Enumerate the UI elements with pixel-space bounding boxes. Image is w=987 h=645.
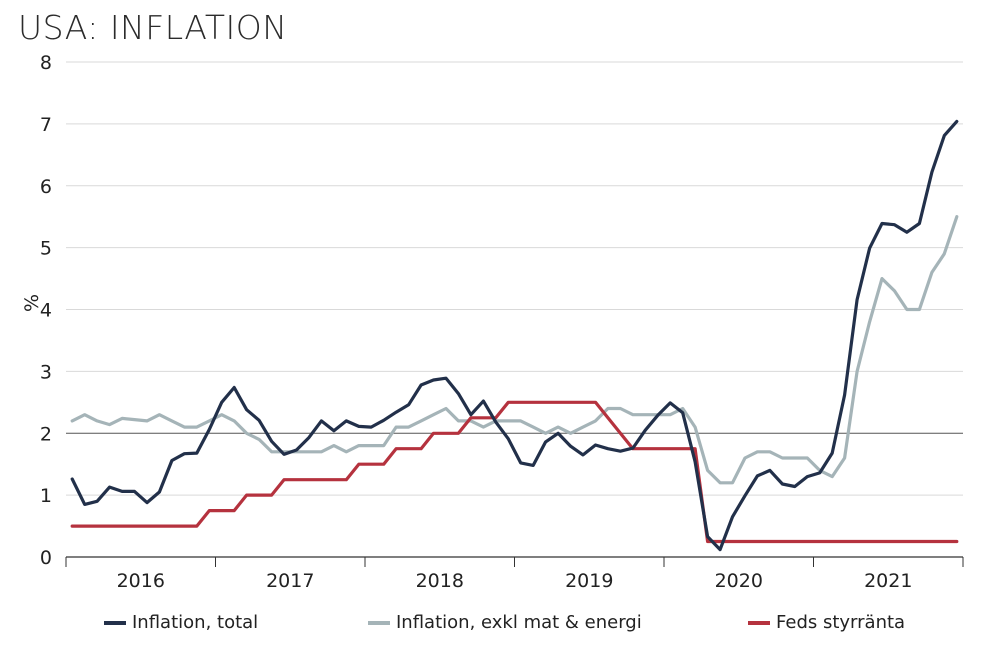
y-tick-label: 8: [40, 52, 52, 74]
chart-title: USA: INFLATION: [18, 8, 288, 47]
y-tick-label: 4: [40, 300, 52, 322]
y-tick-label: 2: [40, 423, 52, 445]
x-tick-label: 2018: [416, 570, 464, 592]
legend-label-total: Inflation, total: [132, 612, 259, 633]
grid-layer: [66, 61, 963, 496]
y-axis-label: %: [21, 294, 43, 312]
y-tick-label: 6: [40, 176, 52, 198]
series-layer: [70, 119, 959, 552]
legend-item-total: Inflation, total: [104, 612, 258, 633]
y-tick-label: 7: [40, 114, 52, 136]
series-line-fed: [70, 400, 959, 544]
series-line-total: [70, 119, 959, 552]
legend-label-fed: Feds styrränta: [776, 612, 906, 633]
y-tick-label: 1: [40, 485, 52, 507]
legend: Inflation, total Inflation, exkl mat & e…: [0, 612, 987, 640]
legend-swatch-fed: [748, 620, 770, 625]
y-tick-label: 0: [40, 547, 52, 569]
x-tick-label: 2021: [864, 570, 912, 592]
x-tick-label: 2017: [266, 570, 314, 592]
x-tick-label: 2020: [715, 570, 763, 592]
series-line-core: [70, 215, 959, 485]
legend-swatch-core: [368, 620, 390, 625]
y-tick-label: 3: [40, 361, 52, 383]
x-tick-label: 2016: [117, 570, 165, 592]
y-tick-label: 5: [40, 238, 52, 260]
legend-item-core: Inflation, exkl mat & energi: [368, 612, 642, 633]
x-tick-label: 2019: [565, 570, 613, 592]
legend-label-core: Inflation, exkl mat & energi: [396, 612, 642, 633]
legend-swatch-total: [104, 620, 126, 625]
axis-layer: 0 1 2 3 4 5 6 7 8 2016 2017 2018 2019 2020 2021: [40, 52, 964, 592]
legend-item-fed: Feds styrränta: [748, 612, 905, 633]
